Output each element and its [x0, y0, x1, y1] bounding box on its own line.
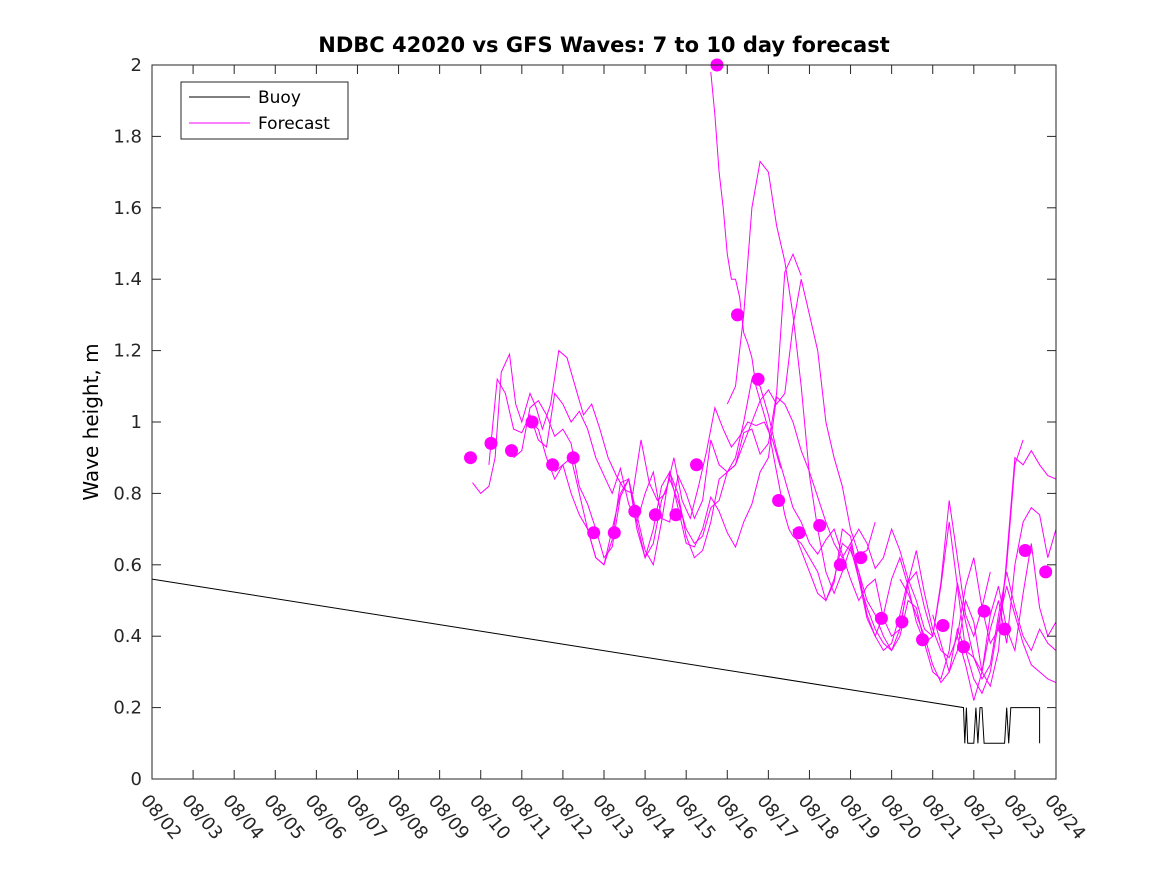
y-tick-label: 0.8 [113, 483, 142, 504]
forecast-point [874, 611, 888, 625]
y-axis-ticks: 0 0.2 0.4 0.6 0.8 1 1.2 1.4 1.6 1.8 2 [113, 55, 1056, 790]
forecast-point [977, 604, 991, 618]
forecast-point [566, 451, 580, 465]
forecast-point [813, 519, 827, 532]
forecast-point [607, 526, 621, 540]
legend-forecast-label: Forecast [258, 114, 330, 134]
y-tick-label: 0.4 [113, 626, 142, 647]
y-tick-label: 1.2 [113, 341, 142, 362]
forecast-point [936, 619, 950, 632]
forecast-line-7 [726, 160, 1024, 659]
forecast-point [628, 504, 642, 518]
forecast-point [669, 508, 683, 522]
y-tick-label: 0 [131, 769, 142, 790]
forecast-point [505, 444, 518, 458]
chart-title: NDBC 42020 vs GFS Waves: 7 to 10 day for… [318, 33, 889, 57]
forecast-line-5 [554, 378, 934, 638]
forecast-point [690, 458, 703, 472]
forecast-point [1018, 544, 1032, 557]
forecast-point [731, 308, 744, 322]
forecast-point [546, 458, 560, 472]
y-tick-label: 0.2 [113, 698, 142, 719]
forecast-point [957, 640, 970, 654]
y-tick-label: 2 [131, 55, 142, 76]
forecast-point [998, 622, 1012, 636]
forecast-line-11 [932, 449, 1057, 688]
forecast-point [792, 526, 806, 540]
forecast-point [1039, 565, 1053, 579]
y-tick-label: 1.4 [113, 269, 142, 290]
y-tick-label: 1 [131, 412, 142, 433]
forecast-point [484, 436, 498, 450]
legend: Buoy Forecast [180, 81, 349, 140]
legend-box [180, 81, 349, 140]
y-tick-label: 0.6 [113, 555, 142, 576]
forecast-line-12 [956, 506, 1057, 701]
forecast-point [464, 451, 477, 465]
forecast-line-9 [850, 543, 1057, 681]
forecast-point [895, 615, 909, 629]
y-tick-label: 1.6 [113, 198, 142, 219]
forecast-point [648, 508, 662, 522]
plot-area [152, 65, 1056, 779]
forecast-point [587, 526, 601, 540]
series-layer [151, 58, 1057, 744]
forecast-point [854, 551, 868, 565]
forecast-point [751, 372, 765, 386]
forecast-line-6 [710, 72, 991, 645]
buoy-line [151, 578, 1041, 744]
legend-buoy-label: Buoy [258, 88, 301, 108]
forecast-point [525, 415, 539, 429]
forecast-point [916, 633, 929, 647]
forecast-point [833, 558, 847, 572]
y-axis-label: Wave height, m [79, 343, 103, 500]
forecast-point [772, 494, 786, 507]
y-tick-label: 1.8 [113, 126, 142, 147]
